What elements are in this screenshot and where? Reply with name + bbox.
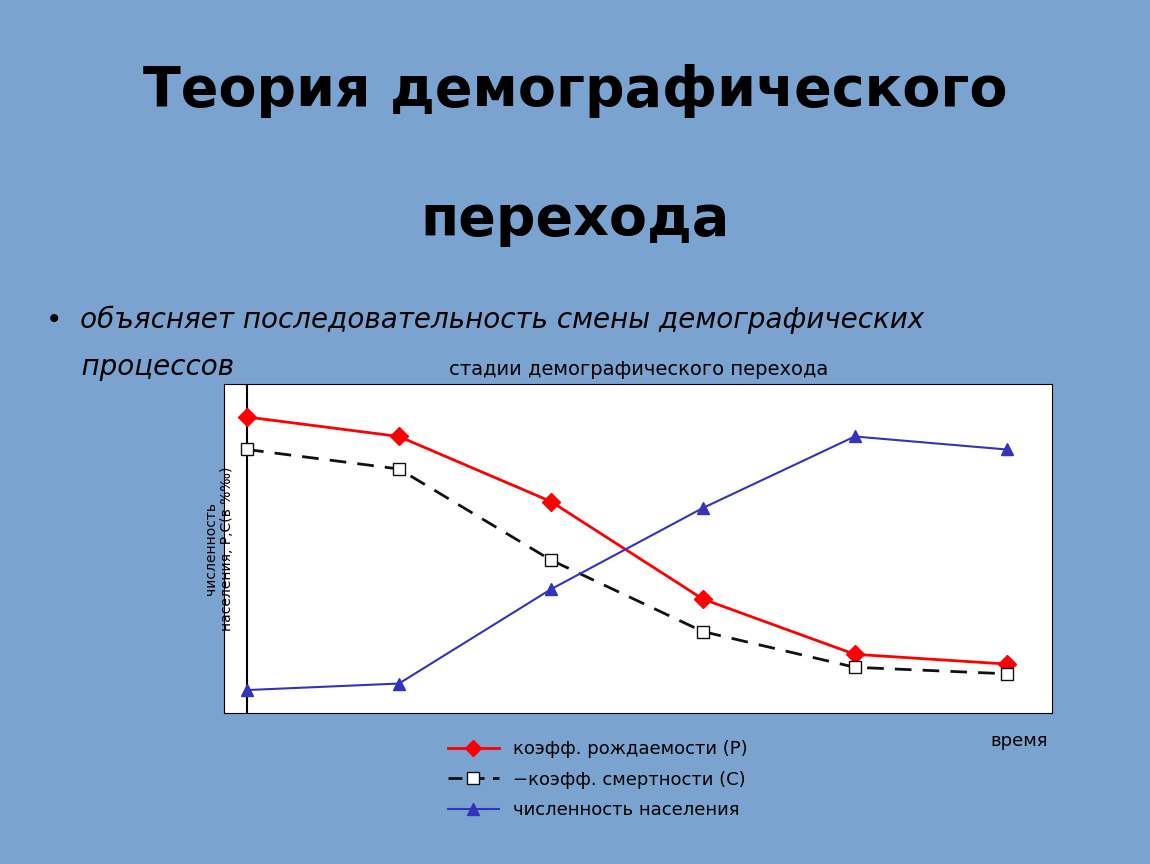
Text: Теория демографического: Теория демографического — [143, 64, 1007, 118]
Legend: коэфф. рождаемости (Р), −коэфф. смертности (С), численность населения: коэфф. рождаемости (Р), −коэфф. смертнос… — [439, 731, 757, 829]
Text: процессов: процессов — [46, 353, 235, 381]
Text: •  объясняет последовательность смены демографических: • объясняет последовательность смены дем… — [46, 306, 925, 334]
X-axis label: время: время — [990, 733, 1048, 751]
Text: перехода: перехода — [420, 194, 730, 247]
Y-axis label: численность
населения, Р,С(в %‰): численность населения, Р,С(в %‰) — [204, 467, 233, 631]
Title: стадии демографического перехода: стадии демографического перехода — [448, 359, 828, 378]
